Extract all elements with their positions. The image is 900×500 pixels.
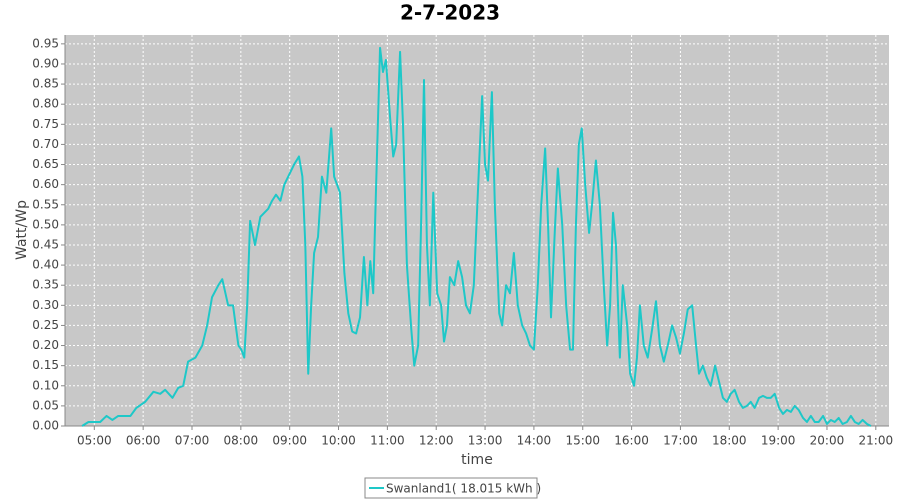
x-tick-label: 18:00 <box>712 434 747 448</box>
y-tick-label: 0.80 <box>32 97 59 111</box>
x-tick-label: 17:00 <box>663 434 698 448</box>
y-tick-label: 0.05 <box>32 398 59 412</box>
y-tick-label: 0.70 <box>32 137 59 151</box>
y-axis-label: Watt/Wp <box>14 200 30 260</box>
y-tick-label: 0.55 <box>32 197 59 211</box>
x-tick-label: 21:00 <box>859 434 894 448</box>
x-tick-label: 08:00 <box>224 434 259 448</box>
y-tick-label: 0.40 <box>32 258 59 272</box>
x-tick-label: 11:00 <box>370 434 405 448</box>
y-tick-label: 0.65 <box>32 157 59 171</box>
y-tick-label: 0.95 <box>32 36 59 50</box>
x-tick-label: 05:00 <box>77 434 112 448</box>
y-tick-label: 0.35 <box>32 278 59 292</box>
chart-title: 2-7-2023 <box>400 1 500 25</box>
x-tick-label: 16:00 <box>614 434 649 448</box>
y-tick-label: 0.20 <box>32 338 59 352</box>
y-tick-label: 0.75 <box>32 117 59 131</box>
x-tick-label: 15:00 <box>565 434 600 448</box>
x-tick-label: 14:00 <box>517 434 552 448</box>
legend-label: Swanland1( 18.015 kWh ) <box>386 482 541 496</box>
x-tick-label: 09:00 <box>272 434 307 448</box>
y-tick-label: 0.85 <box>32 77 59 91</box>
legend-box <box>364 477 538 499</box>
x-tick-label: 07:00 <box>175 434 210 448</box>
y-tick-label: 0.10 <box>32 378 59 392</box>
x-tick-label: 12:00 <box>419 434 454 448</box>
x-tick-label: 10:00 <box>321 434 356 448</box>
x-tick-label: 20:00 <box>810 434 845 448</box>
x-tick-label: 13:00 <box>468 434 503 448</box>
x-tick-label: 19:00 <box>761 434 796 448</box>
y-tick-label: 0.25 <box>32 318 59 332</box>
y-tick-label: 0.15 <box>32 358 59 372</box>
y-tick-label: 0.30 <box>32 298 59 312</box>
y-tick-label: 0.45 <box>32 237 59 251</box>
y-tick-label: 0.60 <box>32 177 59 191</box>
x-axis-label: time <box>461 452 493 468</box>
x-tick-label: 06:00 <box>126 434 161 448</box>
y-tick-label: 0.90 <box>32 56 59 70</box>
line-series <box>81 46 872 427</box>
y-tick-label: 0.50 <box>32 217 59 231</box>
y-tick-label: 0.00 <box>32 419 59 433</box>
